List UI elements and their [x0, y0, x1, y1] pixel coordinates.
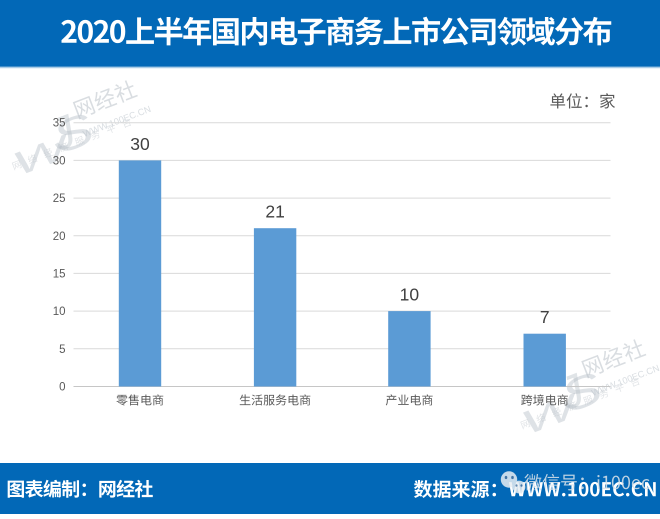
svg-text:21: 21 [265, 202, 284, 222]
svg-text:10: 10 [53, 306, 66, 318]
svg-text:30: 30 [130, 134, 150, 154]
svg-text:30: 30 [53, 155, 66, 167]
svg-text:7: 7 [540, 307, 550, 327]
svg-text:0: 0 [59, 382, 65, 394]
svg-text:20: 20 [53, 231, 66, 243]
svg-text:25: 25 [53, 193, 66, 205]
svg-text:35: 35 [53, 118, 66, 130]
svg-text:15: 15 [53, 268, 66, 280]
svg-text:10: 10 [400, 285, 420, 305]
svg-text:5: 5 [59, 344, 65, 356]
